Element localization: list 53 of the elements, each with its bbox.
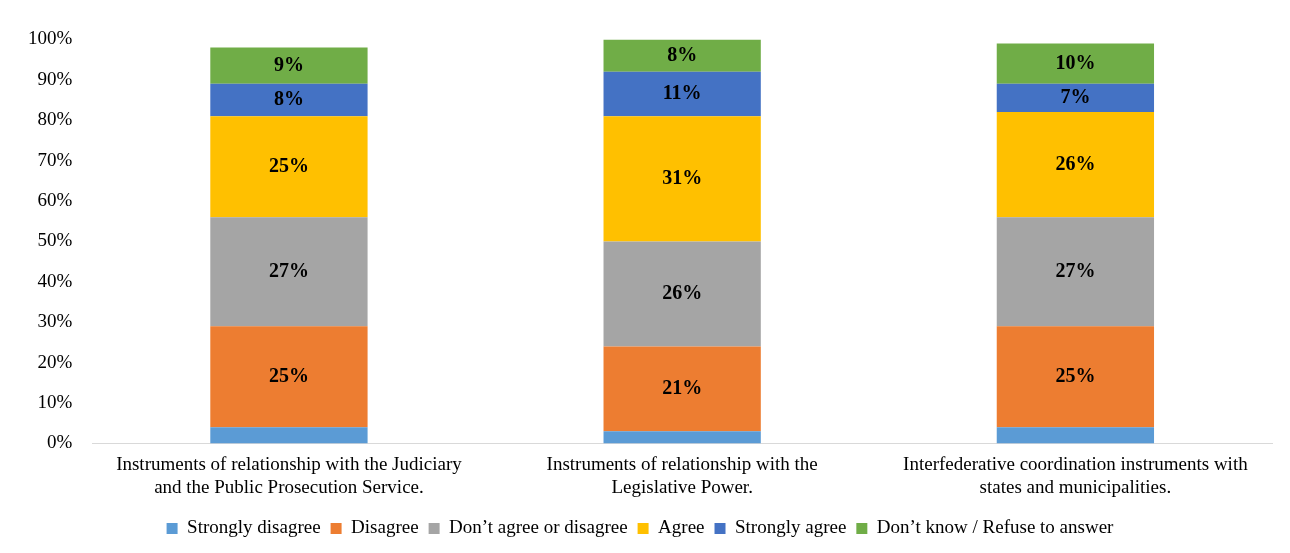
data-label: 25%: [268, 363, 309, 386]
y-tick-label: 10%: [37, 390, 73, 412]
y-tick-label: 30%: [37, 310, 73, 332]
bar: [996, 427, 1155, 444]
y-tick-label: 50%: [37, 229, 73, 251]
bar: [996, 83, 1155, 113]
y-tick-label: 0%: [47, 431, 73, 453]
x-tick-label: Instruments of relationship with the Judiciary and the Public Prosecution Service.: [116, 452, 463, 497]
bar: [603, 39, 761, 72]
x-tick-label: Interfederative coordination instruments with states and municipalities.: [903, 452, 1249, 497]
bar: [210, 83, 368, 117]
data-label: 10%: [1055, 50, 1096, 73]
bar: [210, 47, 368, 84]
bar: [996, 112, 1155, 218]
data-label: 25%: [1055, 363, 1096, 386]
data-label: 21%: [662, 376, 703, 399]
data-label: 27%: [268, 258, 309, 281]
legend-label: Don’t know / Refuse to answer: [876, 516, 1115, 538]
x-tick-label: Instruments of relationship with the Legislative Power.: [546, 452, 818, 497]
y-tick-label: 90%: [37, 67, 73, 89]
data-label: 27%: [1055, 258, 1096, 281]
bar: [996, 326, 1155, 428]
y-tick-label: 20%: [37, 350, 73, 372]
data-label: 25%: [268, 153, 309, 176]
legend-label: Agree: [658, 516, 705, 538]
bar: [603, 346, 761, 432]
y-tick-label: 80%: [37, 108, 73, 130]
bar: [996, 217, 1155, 327]
legend-label: Strongly disagree: [187, 516, 321, 538]
data-label: 9%: [273, 52, 304, 75]
legend-label: Don’t agree or disagree: [449, 516, 628, 538]
bar: [210, 427, 368, 444]
bar: [996, 43, 1155, 84]
data-label: 26%: [662, 281, 703, 304]
y-tick-label: 60%: [37, 188, 73, 210]
bar: [210, 116, 368, 218]
bar: [210, 326, 368, 428]
y-tick-label: 40%: [37, 269, 73, 291]
data-label: 26%: [1055, 151, 1096, 174]
data-label: 8%: [273, 87, 304, 110]
data-label: 31%: [662, 165, 703, 188]
data-label: 11%: [662, 81, 702, 104]
data-label: 8%: [667, 42, 698, 65]
bar: [603, 116, 761, 242]
y-tick-label: 70%: [37, 148, 73, 170]
bar: [603, 241, 761, 347]
bar: [210, 217, 368, 327]
legend-label: Disagree: [351, 516, 419, 538]
legend-label: Strongly agree: [735, 516, 847, 538]
bar: [603, 431, 761, 444]
bar: [603, 71, 761, 117]
y-tick-label: 100%: [28, 27, 73, 49]
data-label: 7%: [1060, 85, 1091, 108]
